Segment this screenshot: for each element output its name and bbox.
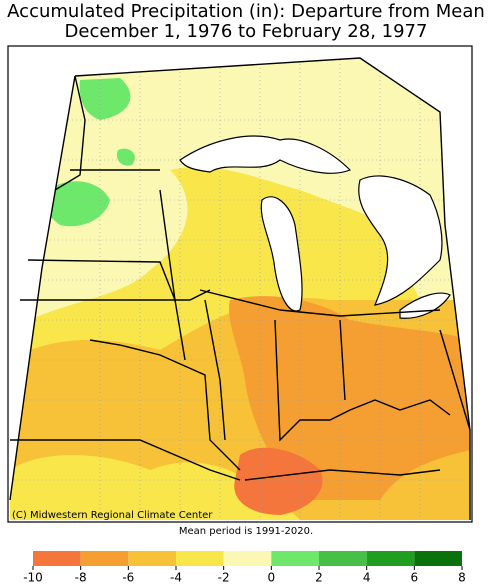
legend-tick-label: 6	[411, 571, 419, 585]
lake-michigan	[260, 196, 303, 312]
legend-tick-label: -8	[75, 571, 87, 585]
legend-tick-label: -6	[122, 571, 134, 585]
legend-tick-label: 0	[268, 571, 276, 585]
legend-swatch	[366, 551, 415, 566]
legend-swatch	[33, 551, 81, 566]
legend-tick-label: -4	[170, 571, 182, 585]
lake-huron	[358, 175, 443, 306]
mean-note: Mean period is 1991-2020.	[179, 526, 313, 537]
legend-swatch	[414, 551, 462, 566]
region-outline	[9, 57, 471, 520]
legend-swatch	[80, 551, 129, 566]
legend-swatch	[319, 551, 367, 566]
county-lines	[10, 60, 470, 520]
legend-swatch	[176, 551, 224, 566]
lake-superior	[179, 135, 352, 174]
credit: (C) Midwestern Regional Climate Center	[12, 510, 213, 521]
map: (C) Midwestern Regional Climate Center	[7, 45, 473, 523]
legend-tick-label: 4	[363, 571, 371, 585]
legend: -10 -8 -6 -4 -2 0 2 4 6 8	[23, 551, 466, 585]
legend-swatch	[223, 551, 272, 566]
legend-tick-label: 8	[458, 571, 466, 585]
legend-tick-label: -10	[23, 571, 43, 585]
legend-swatch	[128, 551, 176, 566]
legend-tick-label: 2	[315, 571, 323, 585]
legend-swatch	[271, 551, 319, 566]
title: Accumulated Precipitation (in): Departur…	[7, 1, 485, 22]
legend-tick-label: -2	[218, 571, 230, 585]
subtitle: December 1, 1976 to February 28, 1977	[65, 21, 428, 42]
precip-field	[10, 58, 470, 520]
